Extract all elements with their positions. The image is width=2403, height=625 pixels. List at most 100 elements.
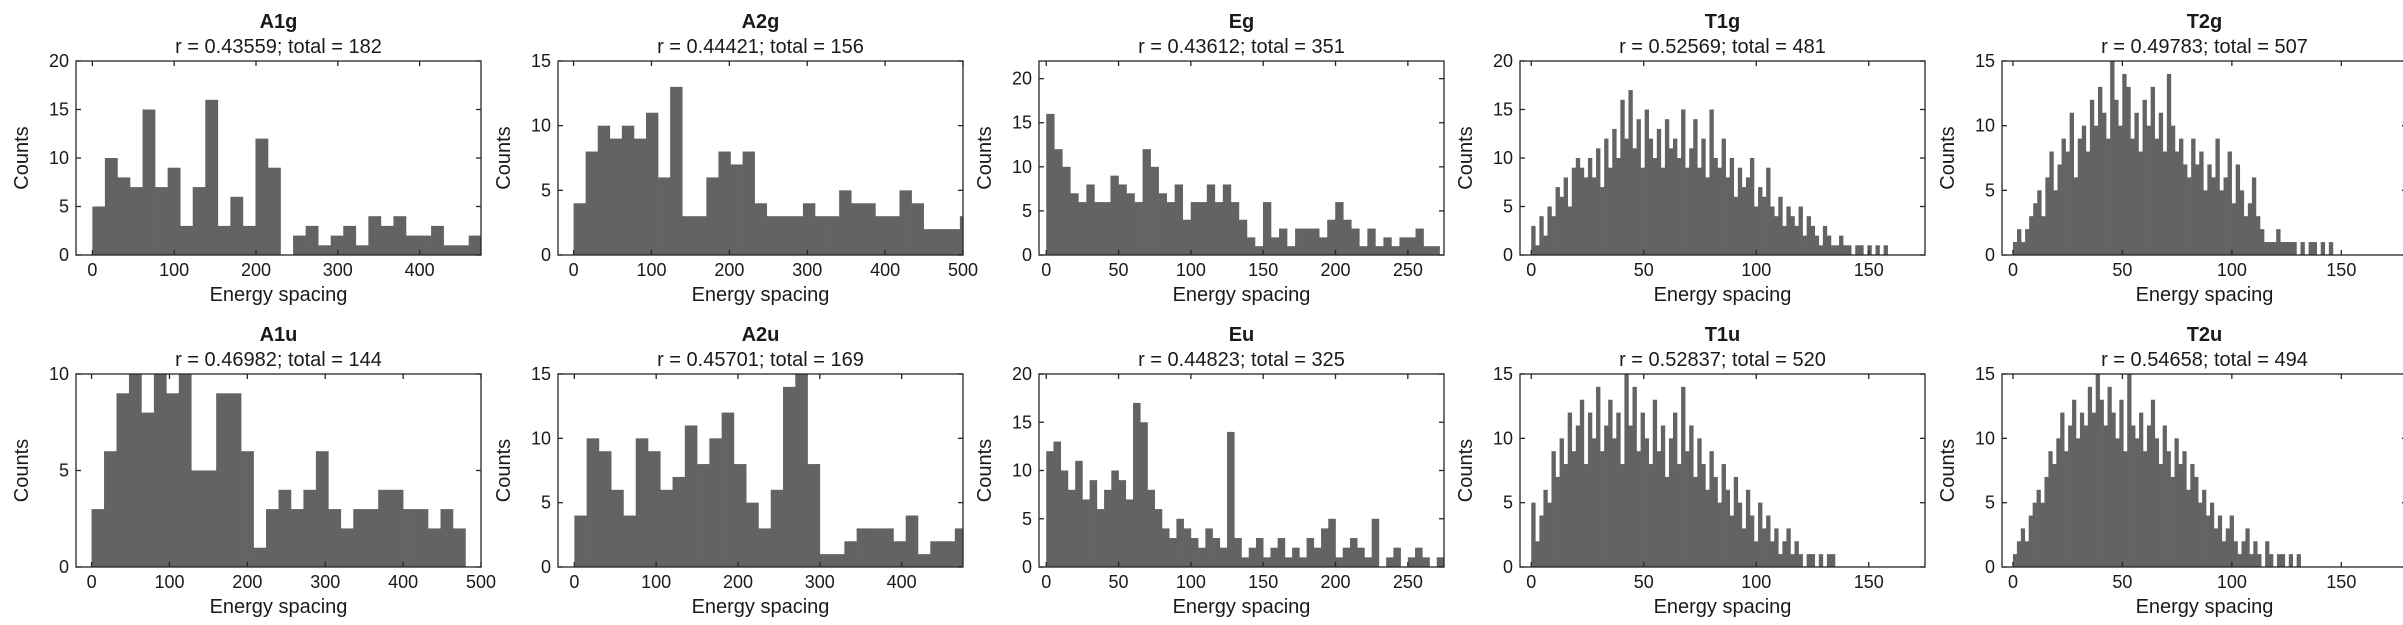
histogram-bar: [1802, 235, 1807, 255]
y-axis-label: Counts: [11, 439, 33, 502]
histogram-bar: [1579, 399, 1585, 567]
x-tick-label: 0: [1041, 572, 1051, 592]
histogram-bar: [380, 225, 394, 255]
y-tick-label: 20: [1012, 364, 1032, 384]
histogram-bar: [2207, 164, 2212, 255]
y-tick-label: 20: [49, 51, 69, 71]
histogram-bar: [1648, 138, 1654, 255]
histogram-bar: [1737, 502, 1743, 567]
histogram-bar: [1770, 541, 1775, 567]
histogram-bar: [1299, 557, 1307, 567]
y-tick-label: 20: [1012, 69, 1032, 89]
histogram-bar: [1668, 148, 1674, 255]
histogram-bar: [1559, 196, 1564, 255]
histogram-bar: [942, 541, 956, 567]
histogram-bar: [972, 216, 984, 255]
histogram-bar: [2138, 151, 2143, 255]
histogram-bar: [2036, 489, 2041, 567]
histogram-bar: [2202, 489, 2207, 567]
histogram-bar: [930, 541, 943, 567]
panel-subtitle: r = 0.44823; total = 325: [1138, 349, 1345, 371]
histogram-bar: [415, 509, 429, 567]
histogram-bar: [155, 187, 168, 255]
histogram-bar: [967, 541, 980, 567]
histogram-bar: [1295, 228, 1304, 255]
histogram-bar: [635, 438, 649, 567]
panel-title: Eu: [1229, 324, 1255, 346]
histogram-bar: [2215, 138, 2220, 255]
histogram-bar: [328, 509, 342, 567]
histogram-bar: [315, 451, 329, 567]
x-tick-label: 50: [1109, 260, 1129, 280]
x-tick-label: 500: [948, 260, 978, 280]
histogram-bar: [2237, 554, 2242, 567]
histogram-bar: [1587, 412, 1593, 567]
histogram-bar: [802, 203, 816, 255]
y-tick-label: 0: [541, 557, 551, 577]
histogram-bar: [1664, 119, 1670, 255]
histogram-bar: [1571, 167, 1577, 255]
histogram-bar: [1415, 228, 1424, 255]
histogram-bar: [954, 528, 963, 567]
histogram-bar: [1161, 528, 1170, 567]
histogram-bar: [1082, 499, 1090, 567]
histogram-panel-t2u: T2u r = 0.54658; total = 494 0 50 100 150 0 5 10…: [1937, 324, 2403, 618]
histogram-bar: [1592, 177, 1597, 255]
histogram-bar: [2040, 502, 2045, 567]
histogram-bar: [1238, 219, 1248, 255]
histogram-bar: [1693, 476, 1698, 567]
histogram-bar: [1206, 184, 1216, 255]
histogram-bar: [1219, 547, 1228, 567]
histogram-bar: [1422, 557, 1430, 567]
x-tick-label: 0: [1526, 572, 1536, 592]
y-tick-label: 20: [1493, 51, 1513, 71]
histogram-bar: [1713, 476, 1718, 567]
histogram-bar: [1656, 451, 1662, 567]
x-tick-label: 0: [87, 572, 97, 592]
histogram-bar: [1604, 138, 1609, 255]
histogram-bar: [1126, 193, 1135, 255]
histogram-bar: [1212, 538, 1221, 567]
x-tick-label: 400: [405, 260, 435, 280]
histogram-bar: [2032, 502, 2037, 567]
histogram-bar: [1725, 177, 1730, 255]
histogram-bar: [819, 554, 833, 567]
histogram-bar: [935, 229, 949, 255]
y-tick-label: 5: [1022, 509, 1032, 529]
histogram-bar: [1198, 202, 1208, 255]
histogram-bar: [2209, 502, 2215, 567]
histogram-bar: [1075, 460, 1083, 567]
histogram-bar: [2091, 412, 2096, 567]
histogram-bar: [2235, 164, 2241, 255]
histogram-bar: [1673, 138, 1678, 255]
histogram-bar: [2083, 425, 2089, 567]
histogram-bar: [1693, 119, 1698, 255]
histogram-bar: [1547, 502, 1552, 567]
histogram-bar: [1839, 235, 1844, 255]
histogram-bar: [1604, 425, 1609, 567]
histogram-bar: [1086, 184, 1095, 255]
histogram-bar: [1230, 202, 1240, 255]
histogram-bar: [1174, 184, 1184, 255]
histogram-bar: [253, 547, 267, 567]
histogram-bar: [1125, 499, 1134, 567]
histogram-bar: [1375, 246, 1384, 255]
histogram-bar: [807, 464, 821, 567]
x-axis-label: Energy spacing: [692, 284, 830, 306]
histogram-bar: [1335, 557, 1344, 567]
histogram-bar: [1359, 246, 1368, 255]
histogram-bar: [597, 125, 611, 255]
histogram-bar: [1176, 518, 1184, 567]
histogram-bar: [216, 393, 229, 567]
axes-box: [2001, 60, 2403, 256]
histogram-bar: [2146, 425, 2152, 567]
histogram-bar: [1835, 245, 1840, 255]
bars-group: [1531, 374, 1836, 567]
histogram-bar: [2247, 203, 2253, 255]
histogram-bar: [2130, 138, 2135, 255]
histogram-bar: [648, 451, 661, 567]
histogram-bar: [2012, 242, 2018, 255]
histogram-bar: [1859, 245, 1864, 255]
histogram-bar: [141, 412, 155, 567]
axes-box: [1038, 60, 1445, 256]
